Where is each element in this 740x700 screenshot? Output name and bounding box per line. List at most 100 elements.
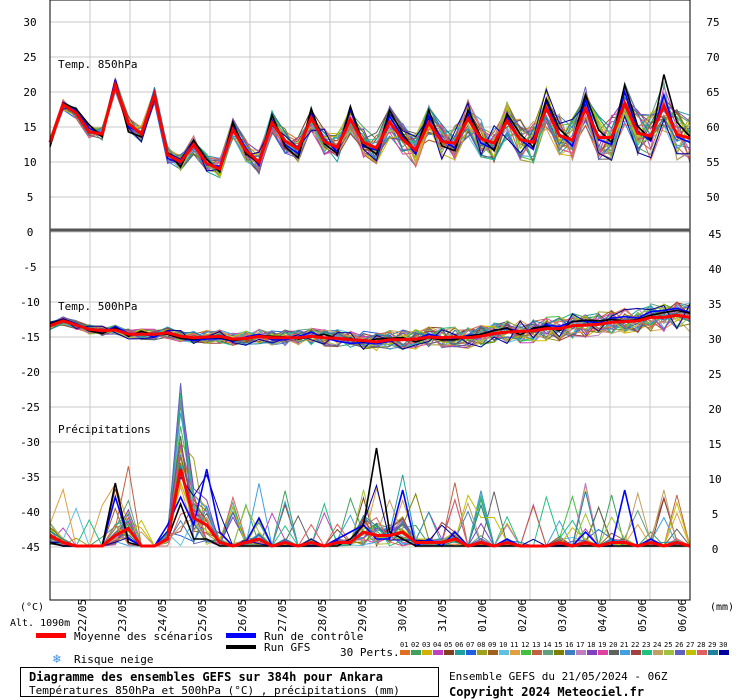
pert-swatch	[708, 650, 718, 655]
snow-icon: ❄	[52, 652, 61, 667]
pert-swatch	[587, 650, 597, 655]
x-tick-label: 03/06	[556, 599, 569, 632]
right-tick-label: 20	[708, 403, 721, 416]
x-tick-label: 02/06	[516, 599, 529, 632]
perts-label: 30 Perts.	[340, 646, 400, 659]
left-tick-label: -15	[20, 331, 40, 344]
x-tick-label: 24/05	[156, 599, 169, 632]
right-tick-label: 60	[706, 121, 719, 134]
pert-swatch	[598, 650, 608, 655]
legend-control-swatch	[226, 633, 256, 638]
panel-label-t850: Temp. 850hPa	[58, 58, 137, 71]
pert-swatch	[444, 650, 454, 655]
legend-snow-label: Risque neige	[74, 653, 153, 666]
right-tick-label: 40	[708, 263, 721, 276]
mean-t850-line	[48, 79, 691, 172]
pert-swatch	[433, 650, 443, 655]
pert-number: 20	[609, 641, 617, 649]
footer-box: Diagramme des ensembles GEFS sur 384h po…	[20, 667, 439, 697]
left-tick-label: -35	[20, 471, 40, 484]
right-tick-label: 10	[708, 473, 721, 486]
member-t500-line	[49, 301, 691, 350]
altitude-label: Alt. 1090m	[10, 618, 70, 629]
pert-swatch	[466, 650, 476, 655]
pert-swatch	[653, 650, 663, 655]
panel-label-t500: Temp. 500hPa	[58, 300, 137, 313]
panel-label-precip: Précipitations	[58, 423, 151, 436]
plot-border	[49, 0, 691, 601]
pert-number: 21	[620, 641, 628, 649]
control-precip-line	[49, 468, 691, 548]
pert-swatch	[400, 650, 410, 655]
right-tick-label: 55	[706, 156, 719, 169]
legend-control-label: Run de contrôle	[264, 630, 363, 643]
right-tick-label: 75	[706, 16, 719, 29]
pert-number: 15	[554, 641, 562, 649]
pert-swatch	[576, 650, 586, 655]
pert-swatch	[620, 650, 630, 655]
pert-swatch	[675, 650, 685, 655]
pert-swatch	[719, 650, 729, 655]
pert-number: 19	[598, 641, 606, 649]
pert-swatch	[510, 650, 520, 655]
pert-swatch	[686, 650, 696, 655]
right-tick-label: 30	[708, 333, 721, 346]
x-tick-label: 01/06	[476, 599, 489, 632]
pert-swatch	[532, 650, 542, 655]
pert-number: 11	[510, 641, 518, 649]
pert-swatch	[411, 650, 421, 655]
x-tick-label: 06/06	[676, 599, 689, 632]
left-tick-label: -5	[23, 261, 36, 274]
left-tick-label: -45	[20, 541, 40, 554]
x-tick-label: 29/05	[356, 599, 369, 632]
footer-subtitle: Températures 850hPa et 500hPa (°C) , pré…	[29, 684, 400, 697]
right-tick-label: 0	[712, 543, 719, 556]
left-tick-label: -40	[20, 506, 40, 519]
plot-frame	[49, 0, 691, 601]
pert-number: 07	[466, 641, 474, 649]
right-tick-label: 70	[706, 51, 719, 64]
right-tick-label: 50	[706, 191, 719, 204]
pert-swatch	[455, 650, 465, 655]
left-tick-label: 5	[27, 191, 34, 204]
x-tick-label: 05/06	[636, 599, 649, 632]
right-tick-label: 5	[712, 508, 719, 521]
pert-number: 14	[543, 641, 551, 649]
pert-number: 06	[455, 641, 463, 649]
pert-number: 24	[653, 641, 661, 649]
run-info: Ensemble GEFS du 21/05/2024 - 06Z	[449, 670, 668, 683]
mean-t500-line	[49, 313, 691, 344]
left-tick-label: 0	[27, 226, 34, 239]
left-axis-unit: (°C)	[20, 602, 44, 613]
legend-gfs-swatch	[226, 645, 256, 649]
pert-number: 05	[444, 641, 452, 649]
x-tick-label: 23/05	[116, 599, 129, 632]
pert-swatch	[521, 650, 531, 655]
pert-number: 12	[521, 641, 529, 649]
left-tick-label: 10	[23, 156, 36, 169]
x-tick-label: 26/05	[236, 599, 249, 632]
perturbation-legend: 01 02 03 04 05 06 07 08 09 10 11 12 13 14 15 16 17 18 19 20…	[400, 641, 729, 655]
left-tick-label: -10	[20, 296, 40, 309]
pert-number: 23	[642, 641, 650, 649]
pert-number: 02	[411, 641, 419, 649]
left-tick-label: 15	[23, 121, 36, 134]
pert-number: 30	[719, 641, 727, 649]
pert-number: 18	[587, 641, 595, 649]
right-tick-label: 65	[706, 86, 719, 99]
pert-swatch	[642, 650, 652, 655]
pert-swatch	[565, 650, 575, 655]
copyright: Copyright 2024 Meteociel.fr	[449, 685, 645, 699]
x-tick-label: 30/05	[396, 599, 409, 632]
pert-number: 01	[400, 641, 408, 649]
legend-gfs-label: Run GFS	[264, 641, 310, 654]
pert-swatch	[488, 650, 498, 655]
pert-number: 04	[433, 641, 441, 649]
x-tick-label: 25/05	[196, 599, 209, 632]
left-tick-label: -30	[20, 436, 40, 449]
pert-number: 03	[422, 641, 430, 649]
pert-number: 13	[532, 641, 540, 649]
pert-swatch	[664, 650, 674, 655]
pert-swatch	[543, 650, 553, 655]
left-tick-label: 30	[23, 16, 36, 29]
